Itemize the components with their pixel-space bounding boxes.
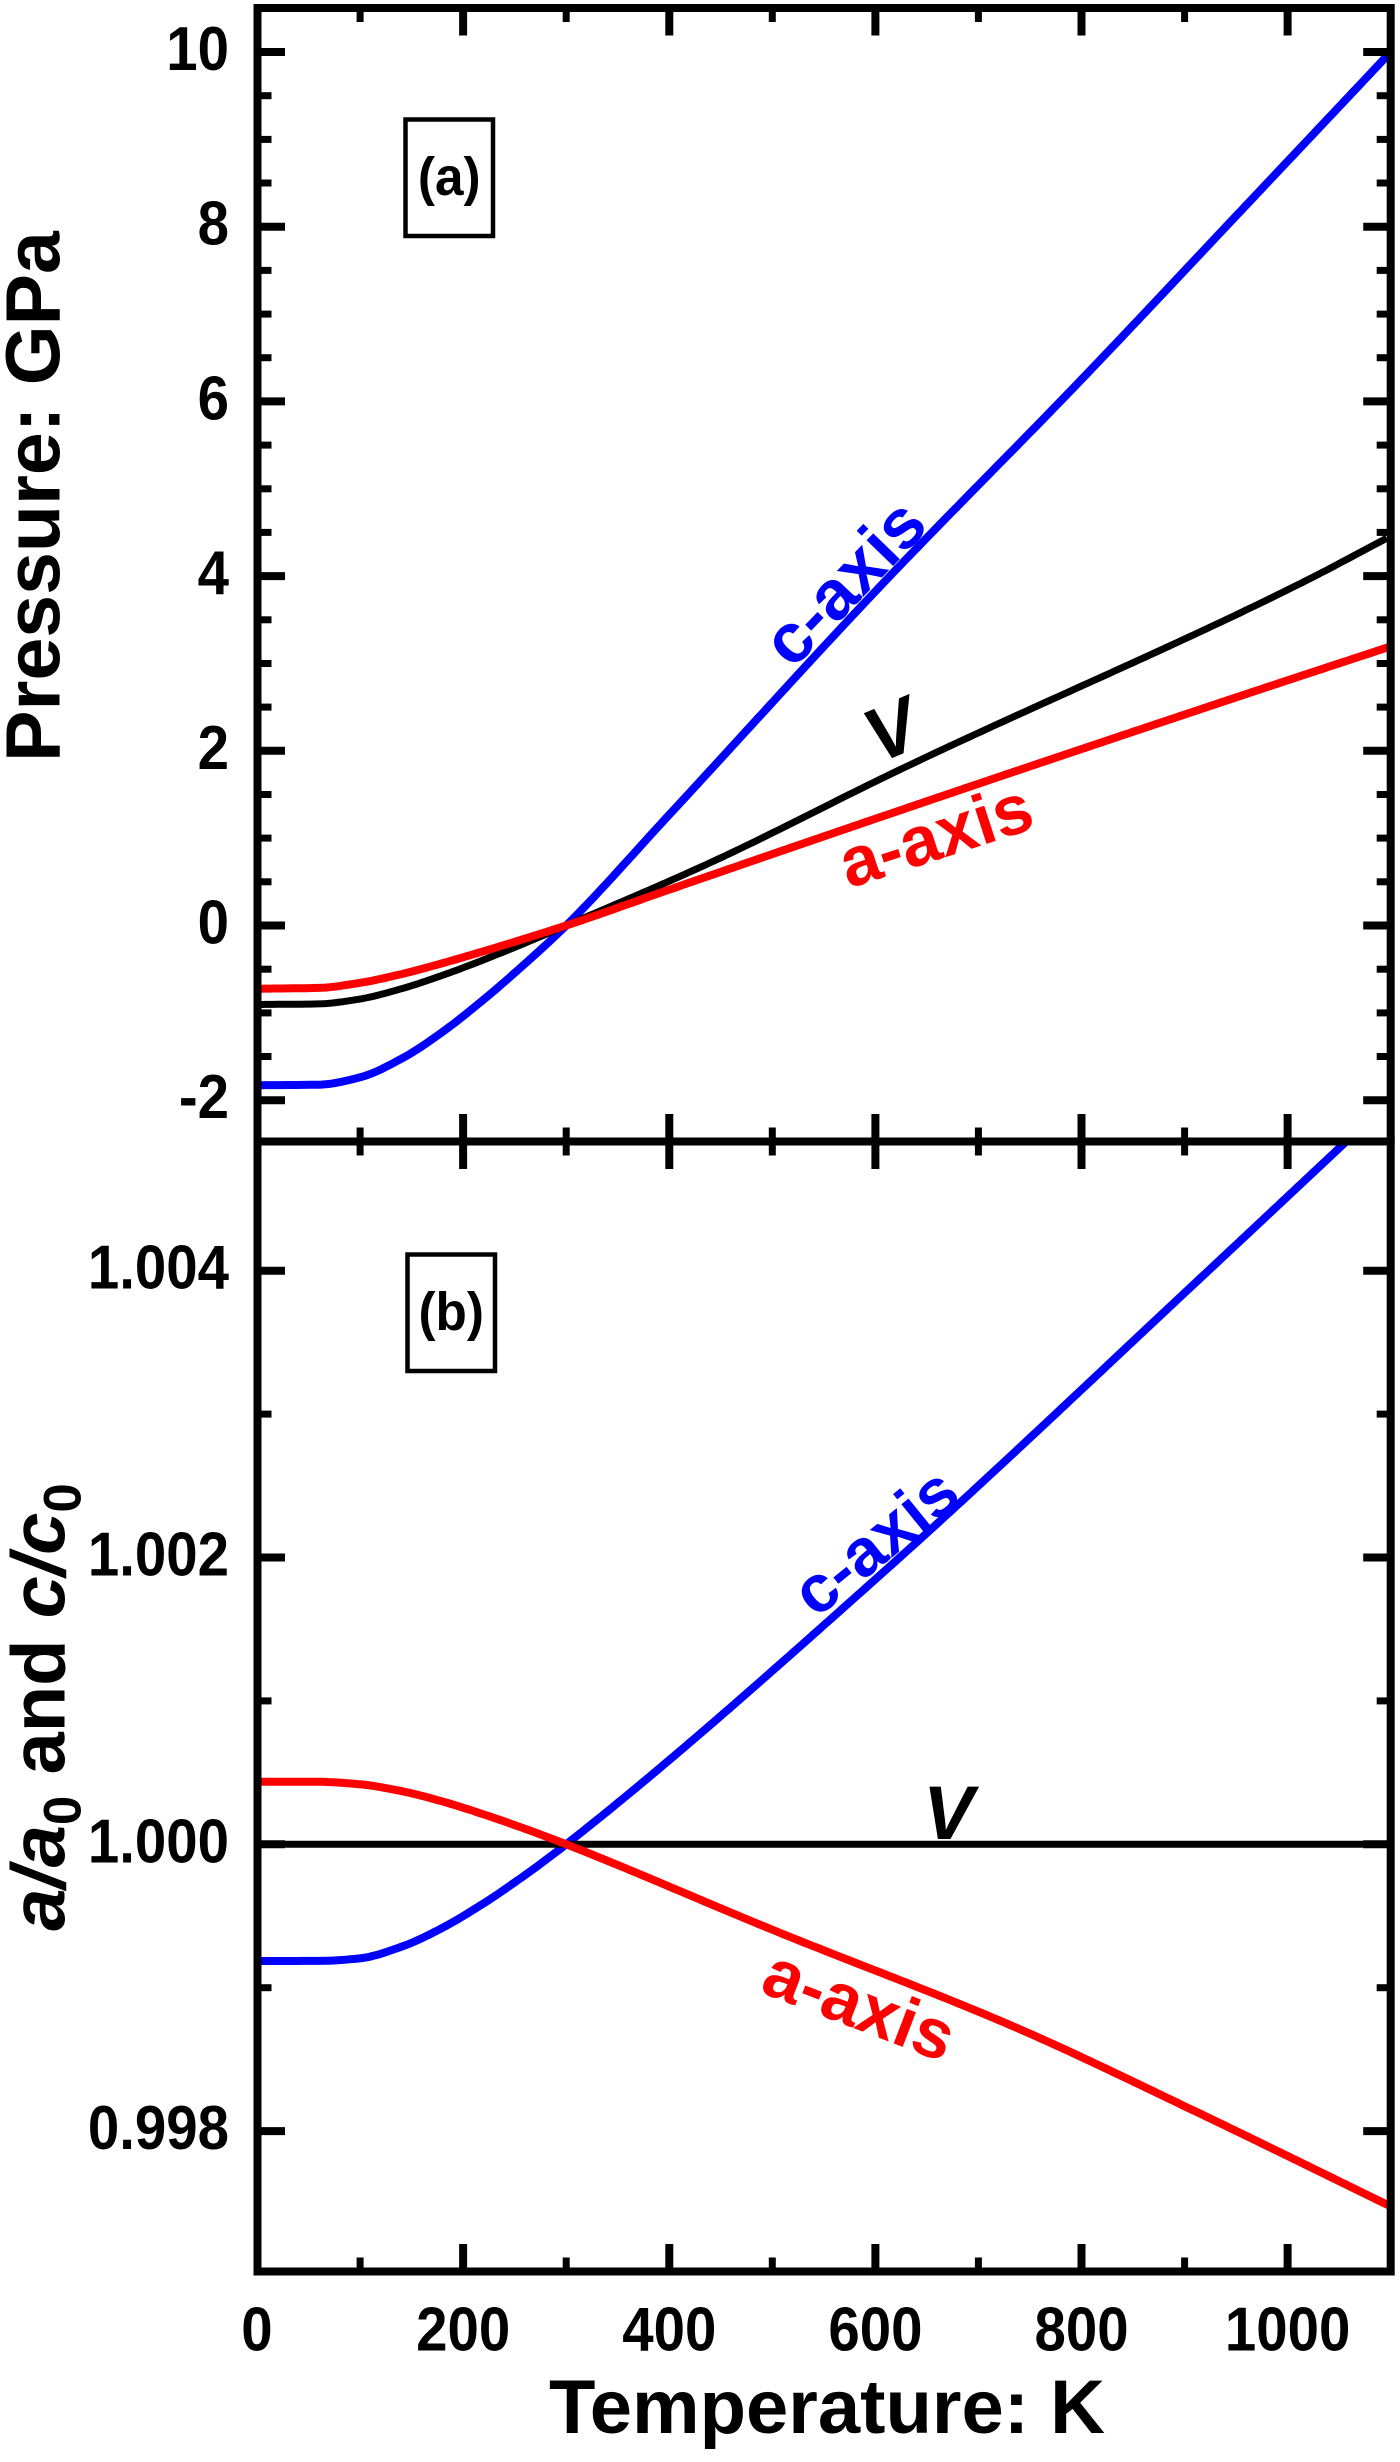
svg-text:2: 2 [198, 712, 229, 782]
svg-text:800: 800 [1034, 2294, 1128, 2364]
svg-text:400: 400 [622, 2294, 716, 2364]
svg-text:0.998: 0.998 [88, 2093, 229, 2163]
svg-text:Temperature: K: Temperature: K [549, 2365, 1105, 2450]
svg-text:600: 600 [828, 2294, 922, 2364]
svg-text:4: 4 [198, 538, 229, 608]
svg-text:1.004: 1.004 [88, 1232, 229, 1302]
svg-text:10: 10 [166, 14, 229, 84]
svg-text:8: 8 [198, 188, 229, 258]
svg-text:-2: -2 [179, 1062, 229, 1132]
svg-text:a/a0 and c/c0: a/a0 and c/c0 [0, 1483, 93, 1931]
svg-text:0: 0 [241, 2294, 272, 2364]
svg-text:1.000: 1.000 [88, 1806, 229, 1876]
svg-text:200: 200 [416, 2294, 510, 2364]
svg-text:6: 6 [198, 363, 229, 433]
svg-text:(b): (b) [418, 1282, 484, 1342]
svg-text:0: 0 [198, 887, 229, 957]
svg-text:1.002: 1.002 [88, 1519, 229, 1589]
svg-text:1000: 1000 [1225, 2294, 1350, 2364]
svg-text:(a): (a) [418, 147, 481, 207]
svg-text:Pressure: GPa: Pressure: GPa [0, 230, 76, 762]
svg-text:V: V [923, 1771, 979, 1856]
